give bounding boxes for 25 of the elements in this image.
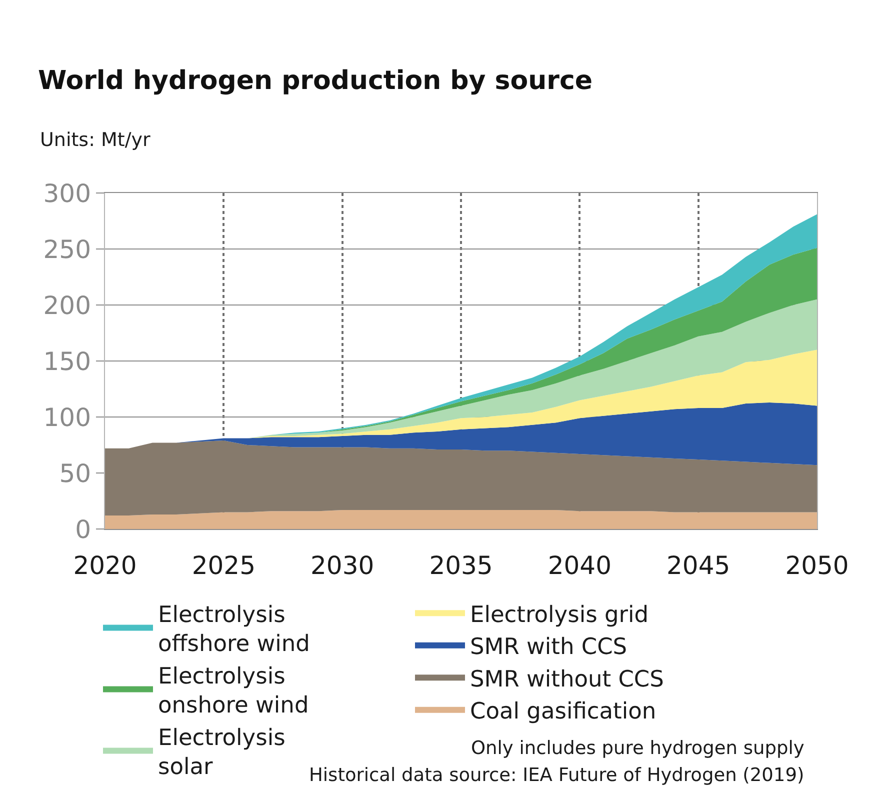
y-tick-label: 300	[43, 178, 91, 208]
text: Historical data source: IEA Future of Hydrogen (2019)	[309, 765, 804, 786]
x-tick-label: 2035	[429, 551, 493, 580]
x-tick-label: 2030	[310, 551, 374, 580]
y-tick-label: 100	[43, 402, 91, 432]
y-tick-label: 0	[75, 514, 91, 544]
chart-title: World hydrogen production by source	[38, 66, 592, 96]
legend-label: SMR with CCS	[470, 634, 628, 660]
y-axis-title: Units: Mt/yr	[40, 129, 151, 151]
y-tick-label: 150	[43, 346, 91, 376]
y-tick-label: 200	[43, 290, 91, 320]
x-tick-label: 2040	[548, 551, 612, 580]
legend-label: Electrolysis offshore wind	[158, 602, 310, 658]
x-tick-label: 2045	[666, 551, 730, 580]
x-tick-label: 2050	[785, 551, 849, 580]
legend-label: Electrolysis onshore wind	[158, 663, 309, 719]
x-tick-label: 2020	[73, 551, 137, 580]
legend-label: SMR without CCS	[470, 666, 664, 692]
x-tick-label: 2025	[192, 551, 256, 580]
legend-label: Electrolysis solar	[158, 724, 286, 780]
y-tick-label: 250	[43, 234, 91, 264]
legend-label: Electrolysis grid	[470, 602, 649, 628]
legend-label: Coal gasification	[470, 698, 656, 725]
y-tick-label: 50	[59, 458, 91, 488]
text: Only includes pure hydrogen supply	[471, 738, 804, 759]
